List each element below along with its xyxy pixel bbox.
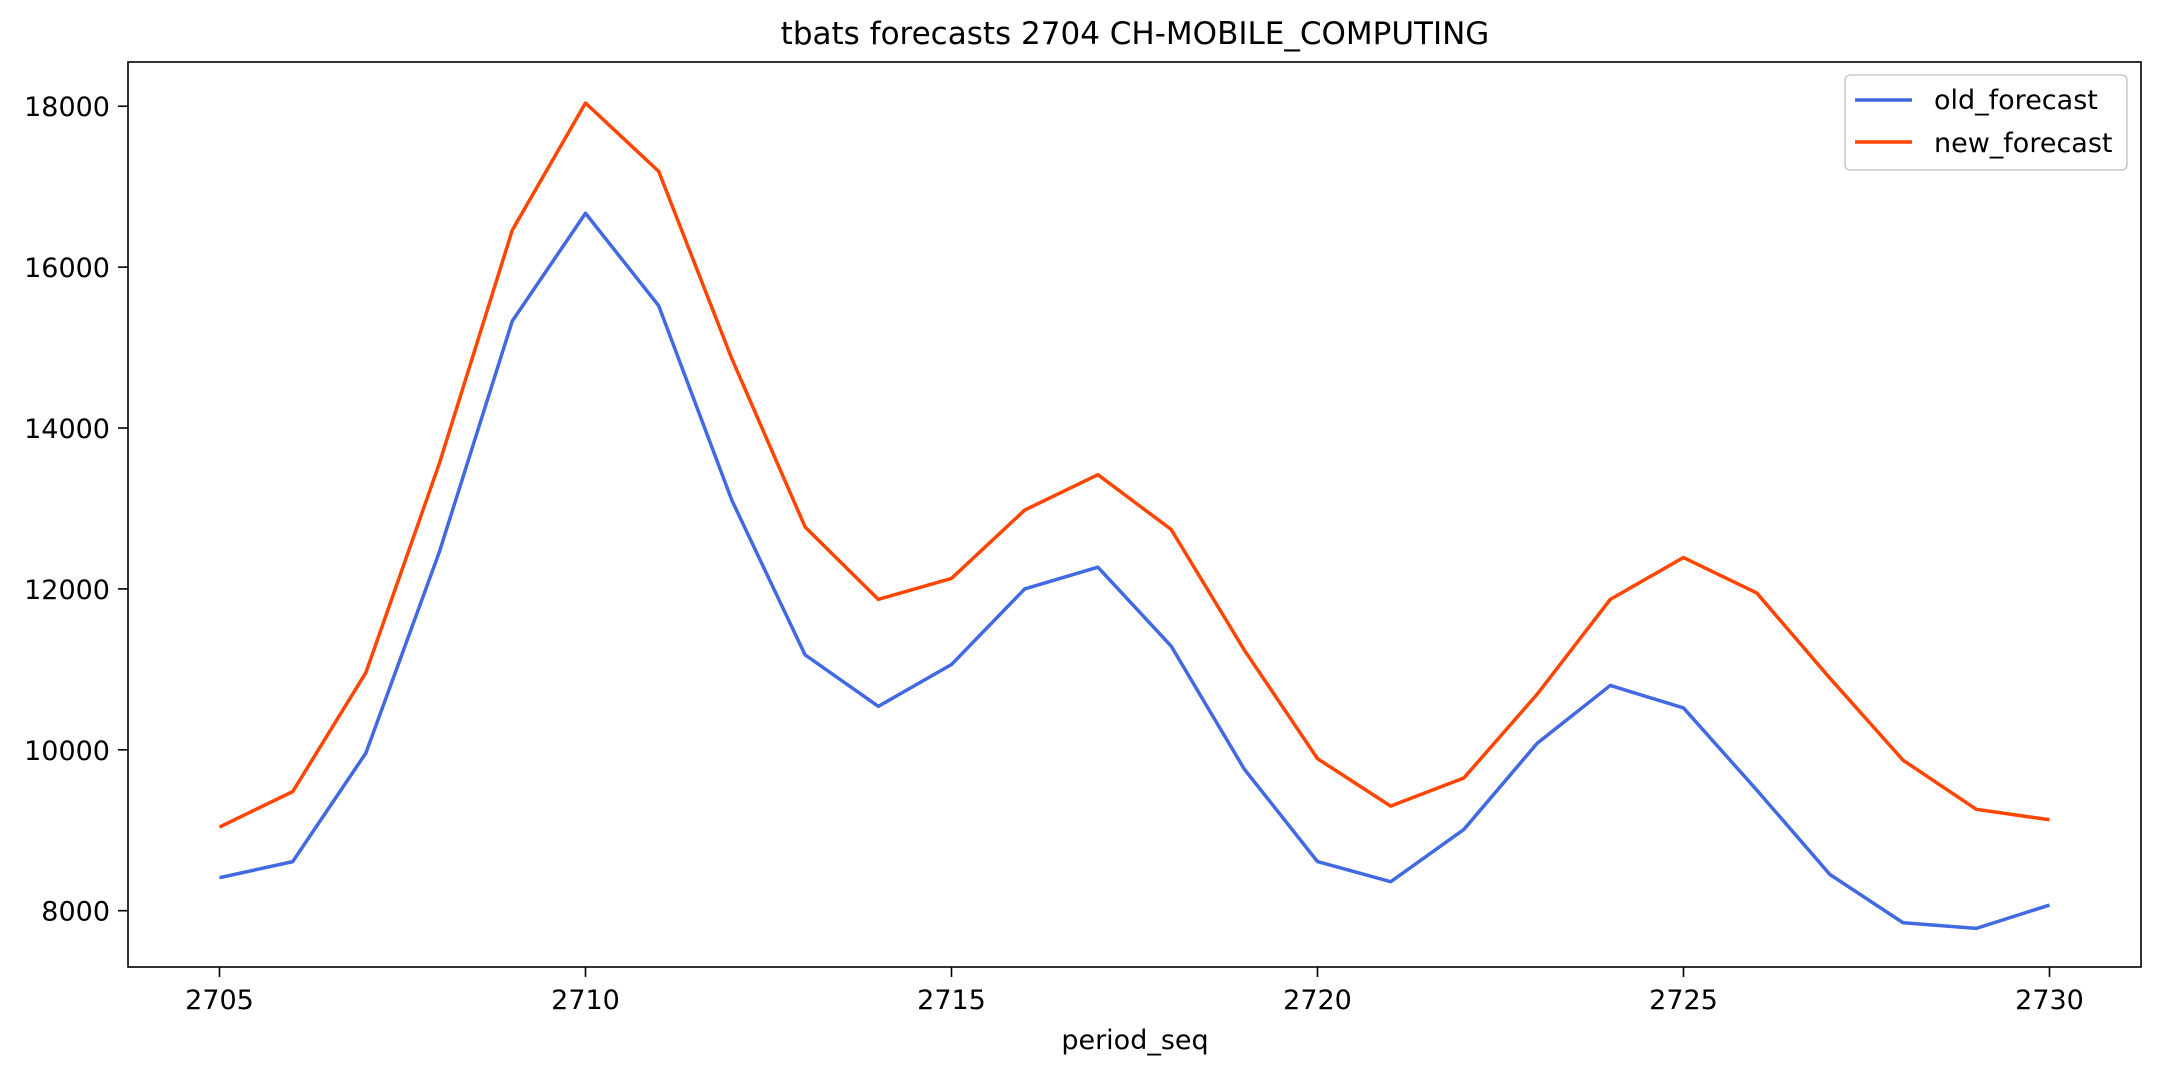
y-axis-ticks: 8000 10000 12000 14000 16000 18000 xyxy=(24,92,128,928)
x-tick-label: 2710 xyxy=(551,985,620,1016)
series-line-new-forecast xyxy=(218,101,2050,829)
x-tick-label: 2725 xyxy=(1649,985,1718,1016)
legend-box xyxy=(1844,74,2128,171)
y-tick-label: 14000 xyxy=(24,414,110,445)
y-tick-label: 12000 xyxy=(24,575,110,606)
legend-label-old-forecast: old_forecast xyxy=(1934,85,2098,116)
legend-label-new-forecast: new_forecast xyxy=(1934,128,2113,159)
x-tick-label: 2715 xyxy=(917,985,986,1016)
x-axis-ticks: 2705 2710 2715 2720 2725 2730 xyxy=(185,967,2084,1016)
y-tick-label: 18000 xyxy=(24,92,110,123)
x-tick-label: 2730 xyxy=(2015,985,2084,1016)
x-axis-label: period_seq xyxy=(1061,1025,1208,1056)
x-tick-label: 2705 xyxy=(185,985,254,1016)
plot-frame xyxy=(127,61,2142,968)
x-tick-label: 2720 xyxy=(1283,985,1352,1016)
legend: old_forecast new_forecast xyxy=(1844,74,2128,171)
y-tick-label: 16000 xyxy=(24,253,110,284)
y-tick-label: 8000 xyxy=(41,897,110,928)
series-line-old-forecast xyxy=(219,211,2051,931)
chart-title: tbats forecasts 2704 CH-MOBILE_COMPUTING xyxy=(781,16,1490,52)
y-tick-label: 10000 xyxy=(24,736,110,767)
series-lines xyxy=(218,101,2051,931)
